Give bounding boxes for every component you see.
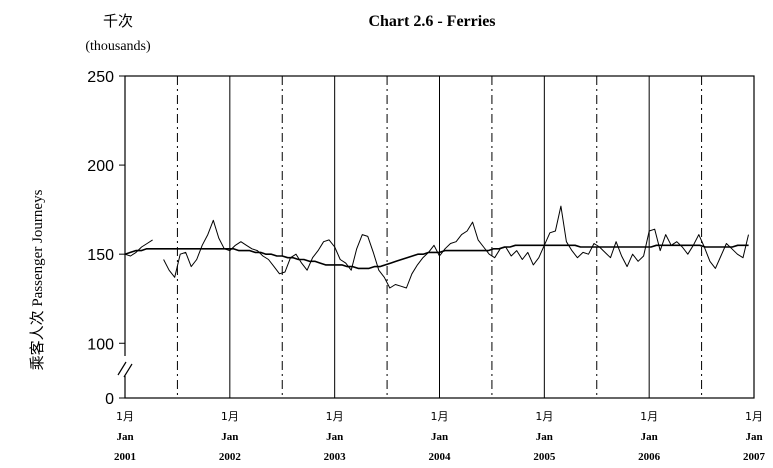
x-tick-label: Jan <box>536 431 553 443</box>
x-tick-year: 2004 <box>429 451 452 463</box>
x-tick-month: 1月 <box>116 410 134 423</box>
axis-break-gap <box>122 356 128 376</box>
plot-frame <box>124 75 755 399</box>
x-tick-label: Jan <box>745 431 762 443</box>
y-tick-label: 150 <box>87 247 114 264</box>
x-tick-label: Jan <box>431 431 448 443</box>
y-tick-label: 0 <box>105 391 114 408</box>
x-tick-label: Jan <box>326 431 343 443</box>
trend-line <box>124 244 749 270</box>
x-tick-year: 2003 <box>324 451 347 463</box>
x-tick-month: 1月 <box>535 410 553 423</box>
x-tick-month: 1月 <box>745 410 763 423</box>
unit-label-en: (thousands) <box>85 39 151 54</box>
x-tick-label: Jan <box>116 431 133 443</box>
y-axis-label: 乘客人次 Passenger Journeys <box>29 189 46 370</box>
x-tick-year: 2005 <box>533 451 556 463</box>
x-tick-month: 1月 <box>640 410 658 423</box>
axis-break-icon <box>117 361 133 378</box>
x-tick-month: 1月 <box>431 410 449 423</box>
original-series-line <box>124 205 749 289</box>
y-tick-label: 100 <box>87 336 114 353</box>
x-tick-year: 2006 <box>638 451 661 463</box>
x-tick-year: 2001 <box>114 451 136 463</box>
x-tick-label: Jan <box>221 431 238 443</box>
x-tick-month: 1月 <box>326 410 344 423</box>
x-tick-label: Jan <box>641 431 658 443</box>
x-tick-month: 1月 <box>221 410 239 423</box>
chart-title: Chart 2.6 - Ferries <box>368 13 495 30</box>
x-tick-year: 2002 <box>219 451 242 463</box>
y-tick-label: 250 <box>87 69 114 86</box>
y-tick-label: 200 <box>87 158 114 175</box>
x-tick-year: 2007 <box>743 451 766 463</box>
unit-label-cn: 千次 <box>103 12 133 30</box>
